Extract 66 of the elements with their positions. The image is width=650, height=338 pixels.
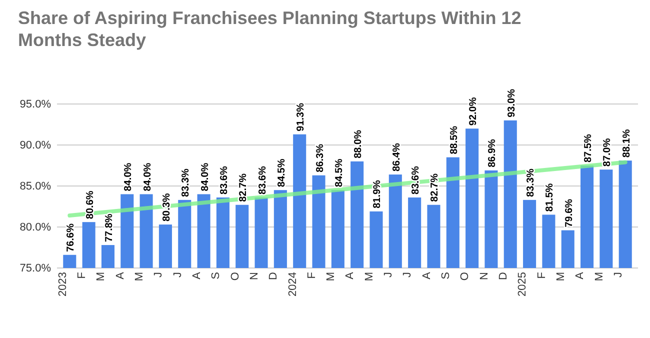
x-tick-label: J xyxy=(152,272,165,278)
data-label: 84.5% xyxy=(276,158,288,188)
data-label: 81.9% xyxy=(372,180,384,208)
data-label: 86.4% xyxy=(391,143,402,172)
data-label: 91.3% xyxy=(296,102,307,132)
x-tick-label: M xyxy=(363,272,376,282)
y-tick-label: 75.0% xyxy=(20,262,52,275)
data-label: 84.5% xyxy=(334,158,345,188)
x-tick-label: M xyxy=(555,272,568,282)
data-label: 80.6% xyxy=(84,190,96,220)
data-label: 86.9% xyxy=(487,138,498,168)
data-label: 84.0% xyxy=(142,162,154,192)
data-label: 87.5% xyxy=(583,134,594,162)
x-tick-label: J xyxy=(402,272,414,278)
x-tick-label: A xyxy=(190,271,203,280)
x-tick-label: A xyxy=(114,271,126,280)
x-tick-label: J xyxy=(612,272,625,278)
x-tick-label: S xyxy=(210,272,222,280)
x-tick-label: M xyxy=(95,272,108,282)
x-tick-label: J xyxy=(382,272,395,278)
x-tick-label: F xyxy=(536,272,548,279)
x-tick-label: N xyxy=(248,272,260,280)
data-label: 88.5% xyxy=(448,126,460,154)
data-label: 88.0% xyxy=(353,130,364,158)
x-tick-label: A xyxy=(420,271,433,280)
x-tick-label: A xyxy=(344,271,356,280)
y-tick-label: 85.0% xyxy=(20,180,52,193)
x-tick-label: S xyxy=(440,272,452,280)
y-tick-label: 95.0% xyxy=(20,98,52,111)
data-label: 93.0% xyxy=(506,88,518,118)
x-tick-label: F xyxy=(306,272,318,279)
data-label: 84.0% xyxy=(123,162,134,192)
data-label: 83.3% xyxy=(180,168,192,197)
x-tick-label: 2024 xyxy=(286,272,299,296)
x-tick-label: J xyxy=(172,272,184,278)
x-tick-label: M xyxy=(325,272,338,282)
data-label: 81.5% xyxy=(544,183,556,212)
x-tick-label: M xyxy=(133,272,146,282)
x-tick-label: 2023 xyxy=(56,272,69,296)
y-tick-label: 90.0% xyxy=(20,140,52,152)
x-tick-label: 2025 xyxy=(516,272,529,296)
data-label: 86.3% xyxy=(314,144,326,172)
y-tick-label: 80.0% xyxy=(20,222,52,234)
data-label: 80.3% xyxy=(161,193,172,222)
data-label: 87.0% xyxy=(602,138,614,167)
data-label: 82.7% xyxy=(238,173,250,202)
x-tick-label: O xyxy=(229,272,242,281)
data-label: 88.1% xyxy=(621,129,632,158)
data-label: 83.6% xyxy=(218,166,230,194)
x-tick-label: M xyxy=(593,272,606,282)
chart-title: Share of Aspiring Franchisees Planning Startups Within 12 Months Steady xyxy=(18,8,522,50)
data-label: 84.0% xyxy=(200,162,211,192)
x-tick-label: A xyxy=(574,271,586,280)
data-label: 82.7% xyxy=(430,173,441,202)
x-tick-label: F xyxy=(76,272,88,279)
x-tick-label: N xyxy=(478,272,490,280)
data-label: 83.6% xyxy=(257,166,268,194)
data-label: 79.6% xyxy=(564,198,575,228)
x-tick-label: O xyxy=(459,272,472,281)
data-label: 77.8% xyxy=(104,214,115,242)
data-label: 83.6% xyxy=(410,166,422,194)
x-tick-label: D xyxy=(498,272,510,280)
data-label: 83.3% xyxy=(526,168,537,197)
data-label: 76.6% xyxy=(66,223,77,252)
x-tick-label: D xyxy=(268,272,280,280)
data-label: 92.0% xyxy=(468,97,480,126)
